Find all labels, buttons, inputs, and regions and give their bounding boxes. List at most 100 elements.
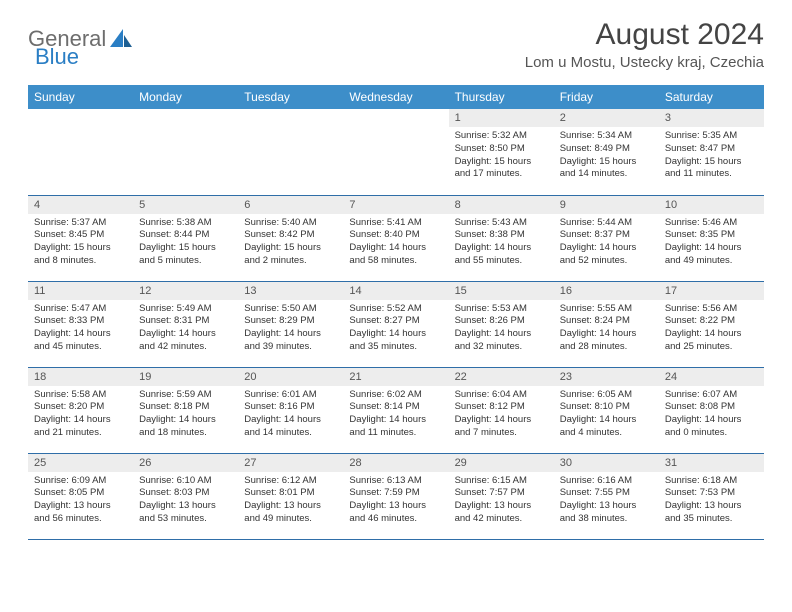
day-number: 30 — [554, 454, 659, 472]
calendar-day-cell: 25Sunrise: 6:09 AMSunset: 8:05 PMDayligh… — [28, 453, 133, 539]
day-details: Sunrise: 6:07 AMSunset: 8:08 PMDaylight:… — [659, 386, 764, 444]
calendar-day-cell: 22Sunrise: 6:04 AMSunset: 8:12 PMDayligh… — [449, 367, 554, 453]
day-number: 12 — [133, 282, 238, 300]
day-details: Sunrise: 6:05 AMSunset: 8:10 PMDaylight:… — [554, 386, 659, 444]
calendar-day-cell: 6Sunrise: 5:40 AMSunset: 8:42 PMDaylight… — [238, 195, 343, 281]
day-details: Sunrise: 6:13 AMSunset: 7:59 PMDaylight:… — [343, 472, 448, 530]
day-details: Sunrise: 5:56 AMSunset: 8:22 PMDaylight:… — [659, 300, 764, 358]
day-header: Wednesday — [343, 85, 448, 109]
calendar-day-cell: 28Sunrise: 6:13 AMSunset: 7:59 PMDayligh… — [343, 453, 448, 539]
calendar-day-cell: 21Sunrise: 6:02 AMSunset: 8:14 PMDayligh… — [343, 367, 448, 453]
calendar-day-cell: 5Sunrise: 5:38 AMSunset: 8:44 PMDaylight… — [133, 195, 238, 281]
day-number: 15 — [449, 282, 554, 300]
day-details: Sunrise: 5:52 AMSunset: 8:27 PMDaylight:… — [343, 300, 448, 358]
day-details: Sunrise: 5:59 AMSunset: 8:18 PMDaylight:… — [133, 386, 238, 444]
day-number: 7 — [343, 196, 448, 214]
calendar-day-cell: 2Sunrise: 5:34 AMSunset: 8:49 PMDaylight… — [554, 109, 659, 195]
day-details: Sunrise: 6:12 AMSunset: 8:01 PMDaylight:… — [238, 472, 343, 530]
day-details: Sunrise: 5:38 AMSunset: 8:44 PMDaylight:… — [133, 214, 238, 272]
day-header: Monday — [133, 85, 238, 109]
calendar-week-row: 25Sunrise: 6:09 AMSunset: 8:05 PMDayligh… — [28, 453, 764, 539]
calendar-week-row: 4Sunrise: 5:37 AMSunset: 8:45 PMDaylight… — [28, 195, 764, 281]
day-number: 10 — [659, 196, 764, 214]
day-number: 25 — [28, 454, 133, 472]
calendar-empty-cell — [343, 109, 448, 195]
calendar-day-cell: 16Sunrise: 5:55 AMSunset: 8:24 PMDayligh… — [554, 281, 659, 367]
day-number: 17 — [659, 282, 764, 300]
day-number: 21 — [343, 368, 448, 386]
day-details: Sunrise: 6:15 AMSunset: 7:57 PMDaylight:… — [449, 472, 554, 530]
day-details: Sunrise: 5:40 AMSunset: 8:42 PMDaylight:… — [238, 214, 343, 272]
day-details: Sunrise: 5:47 AMSunset: 8:33 PMDaylight:… — [28, 300, 133, 358]
day-details: Sunrise: 5:37 AMSunset: 8:45 PMDaylight:… — [28, 214, 133, 272]
day-number: 26 — [133, 454, 238, 472]
calendar-day-cell: 12Sunrise: 5:49 AMSunset: 8:31 PMDayligh… — [133, 281, 238, 367]
calendar-day-cell: 1Sunrise: 5:32 AMSunset: 8:50 PMDaylight… — [449, 109, 554, 195]
page-title: August 2024 — [525, 18, 764, 52]
day-header: Tuesday — [238, 85, 343, 109]
day-header: Friday — [554, 85, 659, 109]
calendar-day-cell: 26Sunrise: 6:10 AMSunset: 8:03 PMDayligh… — [133, 453, 238, 539]
day-details: Sunrise: 5:43 AMSunset: 8:38 PMDaylight:… — [449, 214, 554, 272]
calendar-day-cell: 13Sunrise: 5:50 AMSunset: 8:29 PMDayligh… — [238, 281, 343, 367]
day-header: Sunday — [28, 85, 133, 109]
day-number: 13 — [238, 282, 343, 300]
calendar-week-row: 1Sunrise: 5:32 AMSunset: 8:50 PMDaylight… — [28, 109, 764, 195]
calendar-day-cell: 20Sunrise: 6:01 AMSunset: 8:16 PMDayligh… — [238, 367, 343, 453]
calendar-week-row: 18Sunrise: 5:58 AMSunset: 8:20 PMDayligh… — [28, 367, 764, 453]
day-details: Sunrise: 6:04 AMSunset: 8:12 PMDaylight:… — [449, 386, 554, 444]
calendar-empty-cell — [238, 109, 343, 195]
day-details: Sunrise: 5:49 AMSunset: 8:31 PMDaylight:… — [133, 300, 238, 358]
title-block: August 2024 Lom u Mostu, Ustecky kraj, C… — [525, 18, 764, 71]
calendar-day-cell: 11Sunrise: 5:47 AMSunset: 8:33 PMDayligh… — [28, 281, 133, 367]
day-details: Sunrise: 5:58 AMSunset: 8:20 PMDaylight:… — [28, 386, 133, 444]
day-number: 20 — [238, 368, 343, 386]
day-header: Saturday — [659, 85, 764, 109]
logo-text-blue: Blue — [35, 44, 79, 70]
day-number: 4 — [28, 196, 133, 214]
calendar-day-cell: 7Sunrise: 5:41 AMSunset: 8:40 PMDaylight… — [343, 195, 448, 281]
day-number: 5 — [133, 196, 238, 214]
calendar-empty-cell — [133, 109, 238, 195]
calendar-day-cell: 14Sunrise: 5:52 AMSunset: 8:27 PMDayligh… — [343, 281, 448, 367]
day-details: Sunrise: 5:53 AMSunset: 8:26 PMDaylight:… — [449, 300, 554, 358]
calendar-day-cell: 4Sunrise: 5:37 AMSunset: 8:45 PMDaylight… — [28, 195, 133, 281]
calendar-day-cell: 10Sunrise: 5:46 AMSunset: 8:35 PMDayligh… — [659, 195, 764, 281]
day-details: Sunrise: 5:50 AMSunset: 8:29 PMDaylight:… — [238, 300, 343, 358]
day-details: Sunrise: 5:41 AMSunset: 8:40 PMDaylight:… — [343, 214, 448, 272]
day-number: 31 — [659, 454, 764, 472]
calendar-day-cell: 3Sunrise: 5:35 AMSunset: 8:47 PMDaylight… — [659, 109, 764, 195]
calendar-day-cell: 17Sunrise: 5:56 AMSunset: 8:22 PMDayligh… — [659, 281, 764, 367]
calendar-empty-cell — [28, 109, 133, 195]
calendar-day-cell: 15Sunrise: 5:53 AMSunset: 8:26 PMDayligh… — [449, 281, 554, 367]
calendar-day-cell: 24Sunrise: 6:07 AMSunset: 8:08 PMDayligh… — [659, 367, 764, 453]
day-details: Sunrise: 5:55 AMSunset: 8:24 PMDaylight:… — [554, 300, 659, 358]
day-details: Sunrise: 6:18 AMSunset: 7:53 PMDaylight:… — [659, 472, 764, 530]
day-details: Sunrise: 5:44 AMSunset: 8:37 PMDaylight:… — [554, 214, 659, 272]
day-details: Sunrise: 5:34 AMSunset: 8:49 PMDaylight:… — [554, 127, 659, 185]
day-number: 19 — [133, 368, 238, 386]
day-number: 29 — [449, 454, 554, 472]
calendar-body: 1Sunrise: 5:32 AMSunset: 8:50 PMDaylight… — [28, 109, 764, 539]
day-number: 28 — [343, 454, 448, 472]
day-details: Sunrise: 5:46 AMSunset: 8:35 PMDaylight:… — [659, 214, 764, 272]
day-number: 18 — [28, 368, 133, 386]
day-number: 16 — [554, 282, 659, 300]
day-number: 23 — [554, 368, 659, 386]
calendar-day-cell: 31Sunrise: 6:18 AMSunset: 7:53 PMDayligh… — [659, 453, 764, 539]
day-details: Sunrise: 5:35 AMSunset: 8:47 PMDaylight:… — [659, 127, 764, 185]
calendar-day-cell: 27Sunrise: 6:12 AMSunset: 8:01 PMDayligh… — [238, 453, 343, 539]
calendar-day-cell: 29Sunrise: 6:15 AMSunset: 7:57 PMDayligh… — [449, 453, 554, 539]
day-number: 11 — [28, 282, 133, 300]
day-number: 8 — [449, 196, 554, 214]
calendar-day-cell: 19Sunrise: 5:59 AMSunset: 8:18 PMDayligh… — [133, 367, 238, 453]
day-number: 6 — [238, 196, 343, 214]
day-details: Sunrise: 6:16 AMSunset: 7:55 PMDaylight:… — [554, 472, 659, 530]
day-details: Sunrise: 5:32 AMSunset: 8:50 PMDaylight:… — [449, 127, 554, 185]
day-details: Sunrise: 6:10 AMSunset: 8:03 PMDaylight:… — [133, 472, 238, 530]
day-details: Sunrise: 6:01 AMSunset: 8:16 PMDaylight:… — [238, 386, 343, 444]
calendar-table: SundayMondayTuesdayWednesdayThursdayFrid… — [28, 85, 764, 540]
day-number: 27 — [238, 454, 343, 472]
day-number: 1 — [449, 109, 554, 127]
calendar-day-cell: 23Sunrise: 6:05 AMSunset: 8:10 PMDayligh… — [554, 367, 659, 453]
